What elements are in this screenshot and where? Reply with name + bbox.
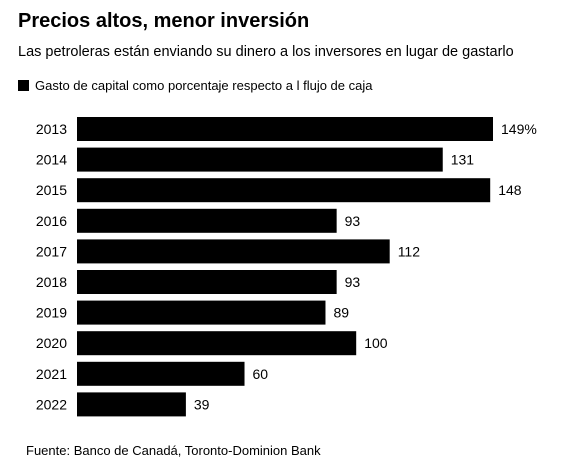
category-label-2022: 2022 xyxy=(36,396,67,412)
category-label-2020: 2020 xyxy=(36,335,67,351)
bar-2018 xyxy=(77,270,337,294)
bar-2013 xyxy=(77,117,493,141)
chart-title: Precios altos, menor inversión xyxy=(18,10,310,32)
bar-2014 xyxy=(77,147,443,172)
bar-2015 xyxy=(77,178,491,203)
category-label-2014: 2014 xyxy=(36,152,67,168)
category-label-2021: 2021 xyxy=(36,366,67,382)
value-label-2020: 100 xyxy=(364,335,388,351)
value-label-2013: 149% xyxy=(501,121,537,137)
legend-label: Gasto de capital como porcentaje respect… xyxy=(35,78,373,93)
value-label-2018: 93 xyxy=(345,274,361,290)
bar-2019 xyxy=(77,300,326,325)
category-label-2018: 2018 xyxy=(36,274,67,290)
category-label-2015: 2015 xyxy=(36,182,67,198)
value-label-2021: 60 xyxy=(253,366,269,382)
value-label-2022: 39 xyxy=(194,396,210,412)
bar-2022 xyxy=(77,392,186,417)
value-label-2017: 112 xyxy=(398,243,421,259)
value-label-2016: 93 xyxy=(345,213,361,229)
value-label-2019: 89 xyxy=(333,305,349,321)
category-label-2019: 2019 xyxy=(36,305,67,321)
category-label-2016: 2016 xyxy=(36,213,67,229)
source-note: Fuente: Banco de Canadá, Toronto-Dominio… xyxy=(26,443,321,458)
bar-2017 xyxy=(77,239,390,264)
bar-2021 xyxy=(77,361,245,386)
legend-swatch xyxy=(18,80,29,91)
category-label-2017: 2017 xyxy=(36,243,67,259)
category-label-2013: 2013 xyxy=(36,121,67,137)
bar-2020 xyxy=(77,331,357,356)
legend: Gasto de capital como porcentaje respect… xyxy=(18,78,372,93)
bar-2016 xyxy=(77,208,337,233)
value-label-2015: 148 xyxy=(498,182,522,198)
chart-subtitle: Las petroleras están enviando su dinero … xyxy=(18,44,514,60)
value-label-2014: 131 xyxy=(451,152,475,168)
